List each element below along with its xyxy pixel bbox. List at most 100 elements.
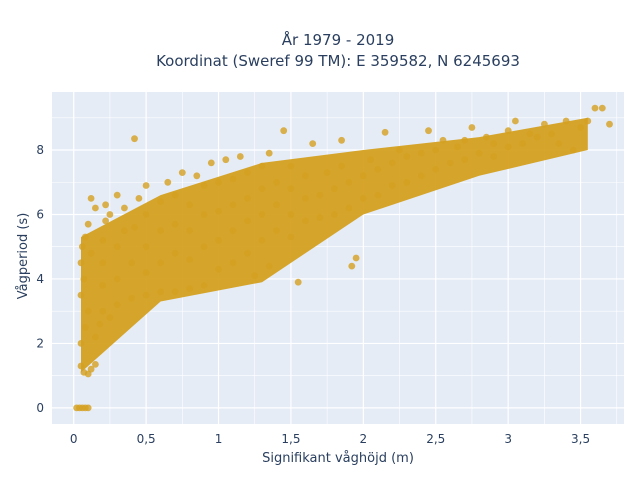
data-point [555, 140, 563, 148]
data-point [193, 172, 201, 180]
data-point [461, 156, 469, 164]
data-point [92, 333, 99, 341]
data-point [131, 224, 138, 231]
data-point [113, 243, 121, 251]
data-point [475, 149, 483, 157]
data-point [504, 143, 512, 151]
data-point [403, 178, 411, 186]
data-point [273, 227, 280, 235]
x-tick-label: 0 [70, 432, 78, 446]
data-point [519, 140, 526, 148]
data-point [490, 153, 498, 160]
x-tick-label: 1 [215, 432, 223, 446]
data-point [338, 162, 345, 170]
data-point [374, 166, 382, 173]
data-point [222, 156, 230, 164]
data-point [142, 182, 150, 189]
data-point [142, 243, 150, 251]
y-tick-label: 4 [36, 272, 44, 286]
data-point [258, 211, 266, 218]
data-point [113, 301, 121, 309]
x-tick-label: 3 [504, 432, 512, 446]
data-point [403, 153, 411, 160]
data-point [316, 214, 324, 222]
data-point [106, 211, 114, 218]
data-point [258, 162, 266, 170]
data-point [244, 195, 251, 202]
data-point [562, 117, 570, 125]
data-point [432, 166, 440, 173]
data-point [113, 275, 121, 283]
data-point [388, 159, 396, 167]
data-point [244, 217, 251, 225]
data-point [92, 361, 99, 368]
data-point [348, 262, 356, 270]
data-point [157, 259, 165, 267]
y-axis-title: Vågperiod (s) [16, 213, 31, 300]
data-point [512, 117, 519, 125]
data-point [598, 104, 606, 112]
data-point [265, 149, 273, 157]
data-point [294, 278, 302, 286]
data-point [84, 220, 92, 228]
data-point [171, 288, 179, 296]
data-point [323, 169, 331, 177]
data-point [128, 259, 136, 267]
data-point [142, 269, 150, 276]
data-point [99, 236, 107, 244]
data-point [171, 249, 179, 257]
data-point [135, 195, 143, 202]
grid-lines [52, 92, 624, 424]
data-point [533, 133, 541, 141]
data-point [331, 211, 338, 218]
data-point [526, 130, 534, 138]
data-point [483, 133, 490, 141]
data-point [352, 254, 360, 262]
data-point [439, 136, 447, 144]
data-point [359, 195, 367, 202]
data-point [396, 146, 403, 154]
data-point [584, 117, 592, 125]
data-point [265, 262, 273, 270]
data-point [345, 204, 353, 212]
data-point [102, 201, 109, 209]
data-point [446, 159, 454, 167]
data-point [157, 227, 165, 235]
data-point [164, 178, 172, 186]
data-point [215, 236, 222, 244]
data-point [77, 362, 85, 370]
data-point [461, 136, 469, 144]
data-point [186, 201, 194, 209]
data-point [591, 104, 599, 112]
chart-title-line-2: Koordinat (Sweref 99 TM): E 359582, N 62… [156, 52, 520, 70]
data-point [236, 153, 244, 160]
x-tick-label: 2,5 [426, 432, 445, 446]
data-point [229, 259, 237, 267]
data-point [280, 127, 288, 135]
data-point [359, 172, 367, 180]
data-point [244, 249, 251, 257]
data-point [157, 198, 165, 206]
data-point [77, 259, 85, 267]
data-point [87, 195, 95, 202]
data-point [81, 323, 89, 331]
data-point [121, 204, 128, 212]
data-density-band [81, 117, 588, 373]
data-point [186, 256, 194, 263]
data-point [215, 207, 222, 215]
data-point [287, 233, 295, 241]
data-point [388, 182, 396, 189]
data-point [287, 211, 295, 218]
y-tick-label: 8 [36, 143, 44, 157]
dense-point-region [81, 117, 588, 373]
chart-title-line-1: År 1979 - 2019 [282, 30, 395, 49]
data-point [87, 249, 95, 257]
y-axis-ticks: 0 2 4 6 8 [36, 143, 44, 415]
data-point [381, 128, 389, 136]
y-tick-label: 2 [36, 336, 44, 350]
x-tick-label: 0,5 [137, 432, 156, 446]
x-axis-ticks: 0 0,5 1 1,5 2 2,5 3 3,5 [70, 432, 590, 446]
y-tick-label: 0 [36, 401, 44, 415]
data-point [186, 227, 194, 235]
